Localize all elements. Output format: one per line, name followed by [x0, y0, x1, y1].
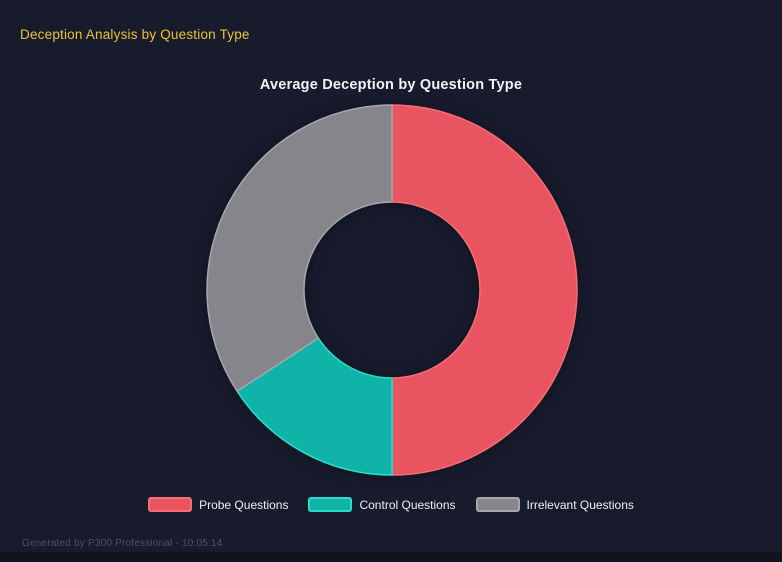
legend-label: Irrelevant Questions — [526, 497, 634, 512]
legend-item-control-questions[interactable]: Control Questions — [308, 497, 456, 512]
donut-segment-irrelevant-questions[interactable] — [206, 104, 393, 392]
donut-segment-probe-questions[interactable] — [391, 104, 578, 476]
legend-swatch-irrelevant-questions — [475, 497, 520, 512]
legend-item-irrelevant-questions[interactable]: Irrelevant Questions — [475, 497, 634, 512]
legend-swatch-control-questions — [308, 497, 353, 512]
donut-segment-control-questions[interactable] — [236, 337, 393, 476]
footer-bar — [0, 552, 782, 562]
chart-title: Average Deception by Question Type — [259, 77, 523, 93]
legend-label: Control Questions — [359, 497, 456, 512]
footer-text: Generated by P300 Professional - 10:05:1… — [22, 538, 223, 549]
chart-legend: Probe Questions Control Questions Irreleva… — [0, 497, 782, 512]
page-title: Deception Analysis by Question Type — [20, 27, 250, 42]
legend-item-probe-questions[interactable]: Probe Questions — [148, 497, 288, 512]
donut-chart — [206, 104, 578, 476]
legend-swatch-probe-questions — [148, 497, 193, 512]
legend-label: Probe Questions — [199, 497, 289, 512]
